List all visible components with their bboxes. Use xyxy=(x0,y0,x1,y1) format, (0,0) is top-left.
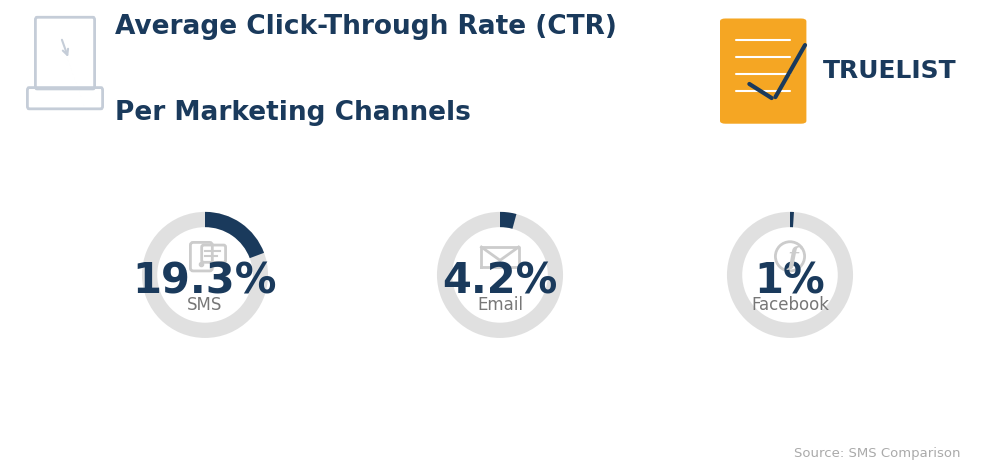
Wedge shape xyxy=(437,212,563,338)
Text: 19.3%: 19.3% xyxy=(133,261,277,302)
Text: Average Click-Through Rate (CTR): Average Click-Through Rate (CTR) xyxy=(115,14,617,40)
Text: Source: SMS Comparison: Source: SMS Comparison xyxy=(794,447,960,460)
Wedge shape xyxy=(727,212,853,338)
Text: Per Marketing Channels: Per Marketing Channels xyxy=(115,100,471,126)
Text: SMS: SMS xyxy=(187,296,223,314)
Text: Email: Email xyxy=(477,296,523,314)
Wedge shape xyxy=(142,212,268,338)
Text: 4.2%: 4.2% xyxy=(442,261,558,302)
Text: f: f xyxy=(787,246,798,270)
FancyBboxPatch shape xyxy=(720,18,806,124)
Wedge shape xyxy=(500,212,516,229)
Text: TRUELIST: TRUELIST xyxy=(823,59,956,83)
Text: 1%: 1% xyxy=(755,261,825,302)
Wedge shape xyxy=(790,212,794,227)
Wedge shape xyxy=(205,212,264,258)
Text: Facebook: Facebook xyxy=(751,296,829,314)
